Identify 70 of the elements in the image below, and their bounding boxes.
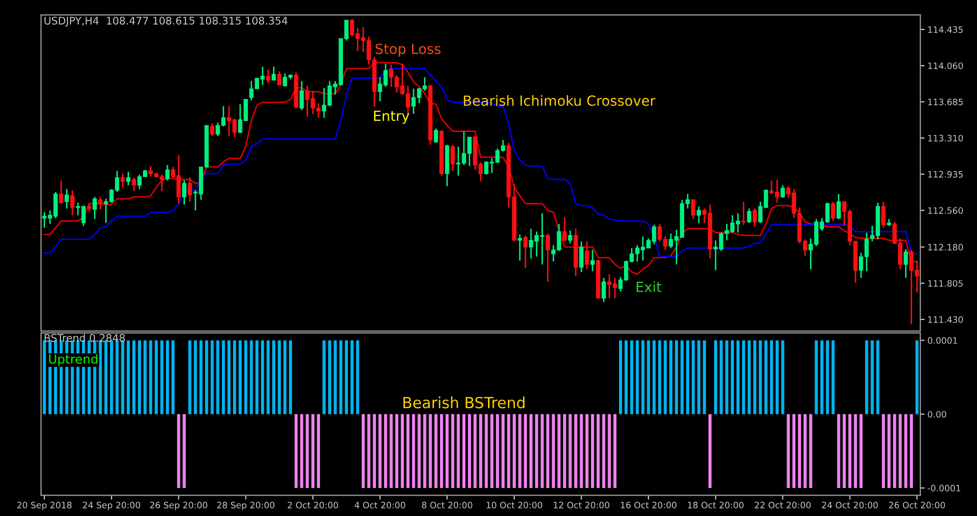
- candlestick: [272, 66, 276, 81]
- x-tick-label: 26 Oct 20:00: [889, 502, 945, 508]
- candlestick: [92, 196, 97, 220]
- y-tick-label: 114.060: [928, 62, 963, 70]
- x-tick-label: 20 Sep 2018: [17, 502, 72, 510]
- x-tick-label: 4 Oct 20:00: [354, 502, 406, 508]
- candlestick: [98, 196, 102, 210]
- candlestick: [904, 248, 908, 279]
- chart-title: BSTrend 0.2848: [44, 334, 125, 342]
- chart-title: USDJPY,H4 108.477 108.615 108.315 108.354: [44, 16, 288, 27]
- candlestick: [752, 208, 757, 228]
- candlestick: [277, 70, 282, 86]
- x-tick-label: 18 Oct 20:00: [688, 502, 744, 508]
- candlestick: [562, 216, 567, 242]
- candlestick: [836, 193, 841, 220]
- y-tick-label: 0.00: [928, 411, 946, 418]
- candlestick: [188, 176, 192, 202]
- candlestick: [64, 188, 69, 210]
- candlestick: [881, 201, 886, 228]
- candlestick: [182, 180, 186, 206]
- text: Uptrend: [49, 354, 98, 366]
- y-tick-label: 114.435: [928, 26, 963, 33]
- candlestick: [300, 80, 304, 111]
- y-tick-label: 112.180: [928, 244, 963, 251]
- annotation: Bearish BSTrend: [403, 396, 524, 408]
- y-tick-label: 0.0001: [928, 337, 958, 344]
- candlestick: [747, 208, 752, 224]
- y-tick-label: 111.430: [928, 316, 963, 323]
- x-tick-label: 2 Oct 20:00: [288, 502, 338, 508]
- annotation: Exit: [636, 281, 662, 292]
- candlestick: [210, 122, 214, 137]
- y-tick-label: 112.935: [928, 171, 963, 178]
- x-tick-label: 24 Oct 20:00: [822, 502, 878, 508]
- candlestick: [120, 173, 125, 188]
- x-tick-label: 28 Sep 20:00: [217, 502, 274, 510]
- candlestick: [602, 277, 606, 303]
- y-tick-label: 113.685: [928, 98, 963, 106]
- x-tick-label: 16 Oct 20:00: [620, 502, 676, 508]
- candlestick: [165, 164, 170, 182]
- candlestick: [126, 171, 130, 186]
- candlestick: [590, 249, 595, 272]
- candlestick: [434, 128, 438, 144]
- y-tick-label: 111.805: [928, 280, 963, 287]
- y-tick-label: 112.560: [928, 207, 963, 214]
- candlestick: [450, 144, 455, 172]
- x-tick-label: 10 Oct 20:00: [486, 502, 542, 508]
- x-tick-label: 12 Oct 20:00: [554, 502, 610, 508]
- candlestick: [132, 176, 136, 192]
- candlestick: [266, 68, 270, 84]
- candlestick: [584, 240, 590, 270]
- candlestick: [518, 234, 522, 262]
- annotation: Entry: [374, 110, 410, 124]
- y-tick-label: 113.310: [928, 134, 963, 142]
- candlestick: [579, 240, 584, 273]
- candlestick: [59, 180, 64, 204]
- candlestick: [568, 230, 572, 244]
- x-tick-label: 24 Sep 20:00: [82, 502, 140, 510]
- candlestick: [523, 234, 528, 269]
- candlestick: [696, 206, 701, 224]
- candlestick: [546, 232, 550, 282]
- annotation: Stop Loss: [376, 44, 441, 57]
- y-tick-label: -0.0001: [928, 484, 960, 492]
- candlestick: [780, 184, 785, 199]
- candlestick: [830, 201, 836, 222]
- candlestick: [691, 199, 696, 220]
- x-tick-label: 8 Oct 20:00: [422, 502, 472, 508]
- candlestick: [741, 201, 746, 226]
- x-tick-label: 22 Oct 20:00: [754, 502, 811, 508]
- x-tick-label: 26 Sep 20:00: [150, 502, 208, 510]
- candlestick: [70, 189, 74, 216]
